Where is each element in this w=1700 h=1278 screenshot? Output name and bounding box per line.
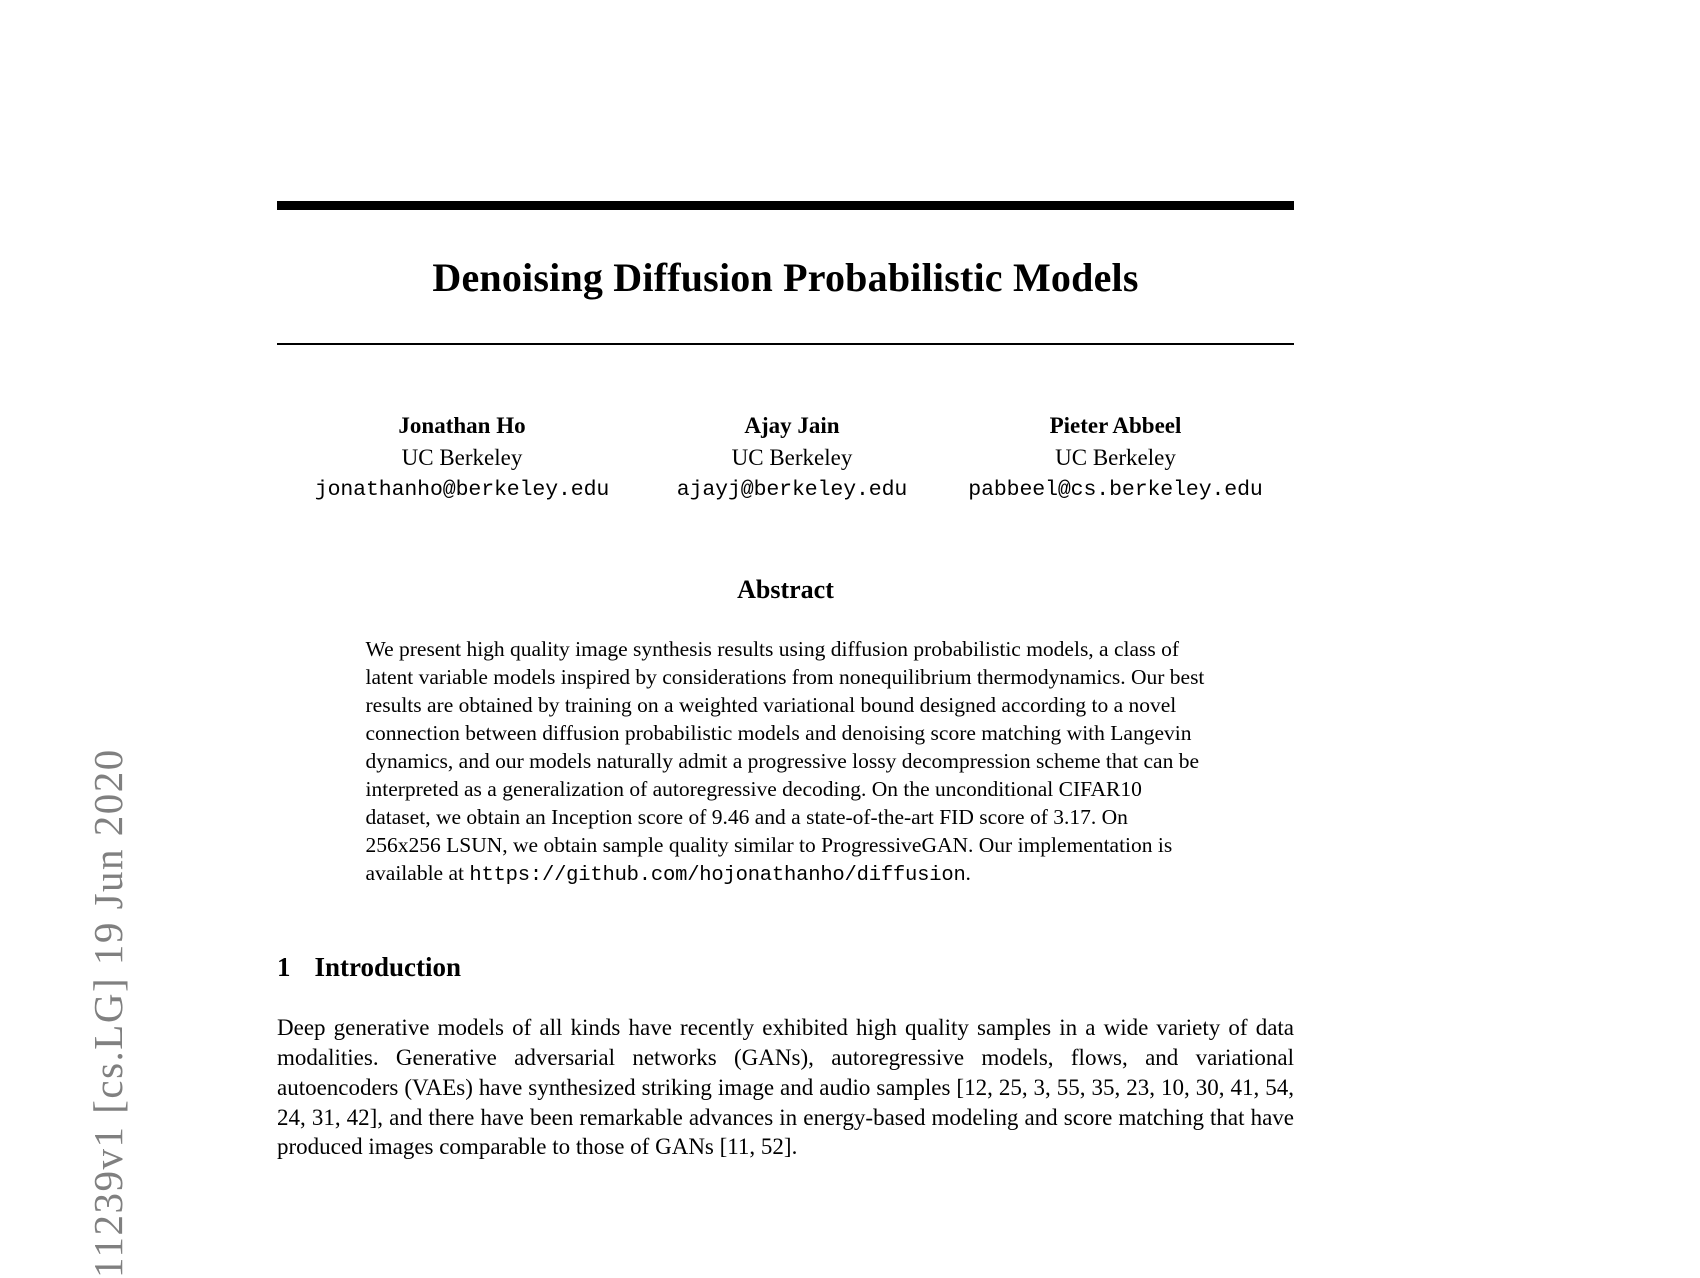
section-heading-introduction: 1 Introduction — [277, 952, 1294, 983]
abstract-body: We present high quality image synthesis … — [366, 635, 1206, 890]
arxiv-stamp-text: 11239v1 [cs.LG] 19 Jun 2020 — [85, 748, 131, 1278]
author-email[interactable]: pabbeel@cs.berkeley.edu — [968, 477, 1263, 502]
author-block: Pieter Abbeel UC Berkeley pabbeel@cs.ber… — [937, 411, 1294, 505]
abstract-heading: Abstract — [737, 574, 834, 604]
author-block: Ajay Jain UC Berkeley ajayj@berkeley.edu — [647, 411, 937, 505]
section-title: Introduction — [314, 951, 462, 982]
section-body-introduction: Deep generative models of all kinds have… — [277, 1014, 1294, 1160]
author-block: Jonathan Ho UC Berkeley jonathanho@berke… — [277, 411, 647, 505]
abstract-repo-url[interactable]: https://github.com/hojonathanho/diffusio… — [469, 864, 966, 888]
author-name: Pieter Abbeel — [1049, 413, 1182, 438]
section-number: 1 — [277, 951, 291, 982]
author-affiliation: UC Berkeley — [1055, 444, 1176, 470]
title-top-rule — [277, 201, 1294, 210]
arxiv-stamp: 11239v1 [cs.LG] 19 Jun 2020 — [0, 0, 131, 1278]
author-name: Jonathan Ho — [398, 413, 526, 438]
author-affiliation: UC Berkeley — [731, 444, 853, 470]
author-email[interactable]: jonathanho@berkeley.edu — [314, 477, 610, 502]
author-affiliation: UC Berkeley — [401, 444, 523, 470]
author-email[interactable]: ajayj@berkeley.edu — [676, 477, 908, 502]
page-title: Denoising Diffusion Probabilistic Models — [432, 255, 1139, 300]
paper-page: Denoising Diffusion Probabilistic Models… — [277, 0, 1294, 1275]
title-bottom-rule — [277, 343, 1294, 345]
author-list: Jonathan Ho UC Berkeley jonathanho@berke… — [277, 411, 1294, 505]
abstract-text-tail: . — [965, 861, 971, 886]
author-name: Ajay Jain — [744, 413, 840, 438]
abstract-text: We present high quality image synthesis … — [365, 636, 1205, 886]
